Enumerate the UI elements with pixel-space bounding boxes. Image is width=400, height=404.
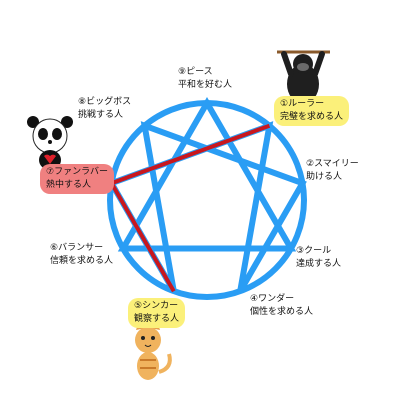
enneagram-circle (107, 100, 307, 300)
type-6-desc: 信頼を求める人 (50, 256, 114, 266)
type-8-name: ⑧ビッグボス (78, 97, 132, 107)
type-6-label: ⑥バランサー 信頼を求める人 (50, 242, 113, 268)
type-7-name: ⑦ファンラバー (46, 167, 108, 177)
type-4-desc: 個性を求める人 (250, 307, 314, 317)
panda-icon (27, 116, 73, 170)
type-6-name: ⑥バランサー (50, 243, 104, 253)
type-7-label: ⑦ファンラバー 熱中する人 (40, 164, 114, 194)
type-2-desc: 助ける人 (306, 172, 343, 182)
type-9-name: ⑨ピース (178, 67, 213, 77)
type-4-name: ④ワンダー (250, 294, 295, 304)
type-3-label: ③クール 達成する人 (296, 245, 341, 271)
type-8-label: ⑧ビッグボス 挑戦する人 (78, 96, 131, 122)
type-8-desc: 挑戦する人 (78, 110, 124, 120)
type-4-label: ④ワンダー 個性を求める人 (250, 293, 313, 319)
type-5-name: ⑤シンカー (134, 301, 179, 311)
type-7-desc: 熱中する人 (46, 180, 92, 190)
type-9-label: ⑨ピース 平和を好む人 (178, 66, 232, 92)
type-1-desc: 完璧を求める人 (280, 112, 344, 122)
type-2-name: ②スマイリー (306, 159, 359, 169)
type-3-name: ③クール (296, 246, 332, 256)
type-1-label: ①ルーラー 完璧を求める人 (274, 96, 350, 126)
enneagram-triangle (117, 96, 297, 252)
type-3-desc: 達成する人 (296, 259, 342, 269)
type-2-label: ②スマイリー 助ける人 (306, 158, 359, 184)
type-5-desc: 観察する人 (134, 314, 180, 324)
type-1-name: ①ルーラー (280, 99, 325, 109)
type-5-label: ⑤シンカー 観察する人 (128, 298, 186, 328)
type-9-desc: 平和を好む人 (178, 80, 233, 90)
